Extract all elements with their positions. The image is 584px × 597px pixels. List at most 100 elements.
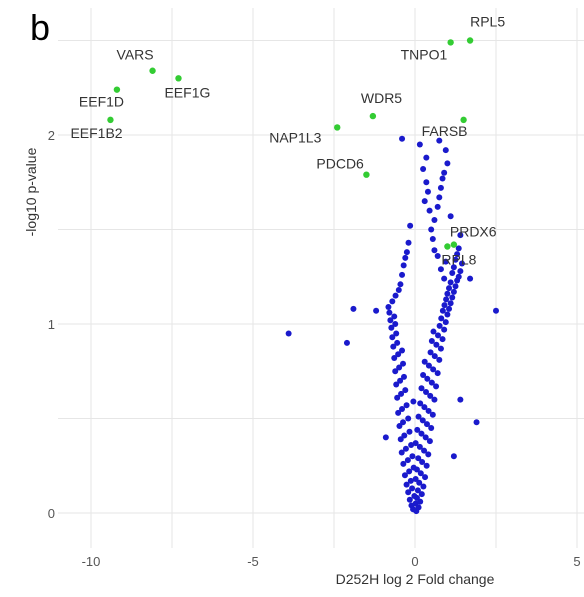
data-point [392,368,399,375]
data-point [407,222,414,229]
gene-label-eef1d: EEF1D [79,94,124,110]
data-point [393,330,400,337]
data-point [407,477,414,484]
data-point [428,226,435,233]
data-point [430,328,437,335]
data-point [412,500,419,507]
data-point [421,358,428,365]
data-point [446,305,453,312]
data-point [285,330,292,337]
data-point [421,198,428,205]
data-point [401,472,408,479]
data-point [446,285,453,292]
data-point [412,475,419,482]
data-point [429,235,436,242]
significant-point-eef1d [113,86,121,93]
data-point [473,419,480,426]
data-point [400,360,407,367]
data-point [396,423,403,430]
significant-point-nap1l3 [334,124,341,131]
data-point [447,279,454,286]
data-point [441,302,448,309]
y-tick-label: 0 [48,506,55,521]
data-point [389,334,396,341]
data-point [415,413,422,420]
x-tick-label: -5 [247,554,259,569]
gene-label-eef1b2: EEF1B2 [70,125,122,141]
data-point [433,341,440,348]
data-point [392,292,399,299]
data-point [435,332,442,339]
data-point [394,394,401,401]
data-point [418,430,425,437]
data-point [398,390,405,397]
data-point [424,188,431,195]
data-point [392,321,399,327]
gene-label-wdr5: WDR5 [361,90,402,106]
data-point [431,396,438,403]
data-point [449,294,456,301]
data-point [428,338,435,345]
non-significant-points [285,135,499,515]
data-point [454,251,461,258]
x-axis-title: D252H log 2 Fold change [336,571,495,587]
data-point [425,451,432,458]
data-point [423,462,430,469]
data-point [436,194,443,201]
data-point [419,458,426,465]
data-point [403,481,410,488]
data-point [387,317,394,324]
gene-label-farsb: FARSB [422,123,468,139]
data-point [436,137,443,144]
data-point [423,154,430,161]
data-point [443,296,450,303]
data-point [399,135,406,142]
data-point [382,434,389,441]
data-point [410,464,417,471]
gene-label-rpl5: RPL5 [470,14,505,30]
data-point [455,245,462,252]
data-point [397,281,404,288]
significant-point-rpl5 [466,37,474,44]
significant-point-prdx6 [450,241,458,248]
data-point [431,353,438,360]
y-axis-title: -log10 p-value [23,147,39,236]
x-tick-label: 0 [411,554,418,569]
data-point [423,389,430,396]
data-point [441,326,448,333]
gene-label-prdx6: PRDX6 [450,224,497,240]
data-point [417,400,424,407]
data-point [427,392,434,399]
data-point [457,268,464,275]
data-point [444,290,451,297]
data-point [439,307,446,314]
data-point [436,322,443,329]
data-point [395,351,402,358]
data-point [447,213,454,220]
data-point [450,288,457,295]
significant-point-wdr5 [369,112,377,120]
data-point [425,407,432,414]
data-point [434,370,441,377]
data-point [442,258,449,265]
data-point [403,402,410,409]
data-point [455,273,462,280]
data-point [406,428,413,435]
tick-labels: -10 -5 0 5 0 1 2 [48,128,581,569]
data-point [397,436,404,443]
data-point [402,254,409,261]
data-point [439,336,446,343]
significant-points [107,37,474,250]
data-point [421,404,428,411]
data-point [420,372,427,379]
data-point [452,283,459,290]
data-point [409,453,416,460]
data-point [428,424,435,431]
data-point [401,432,408,439]
data-point [398,449,405,456]
data-point [416,479,423,486]
data-point [423,179,430,186]
significant-point-eef1b2 [107,116,114,124]
significant-point-farsb [460,116,467,124]
data-point [400,460,407,467]
